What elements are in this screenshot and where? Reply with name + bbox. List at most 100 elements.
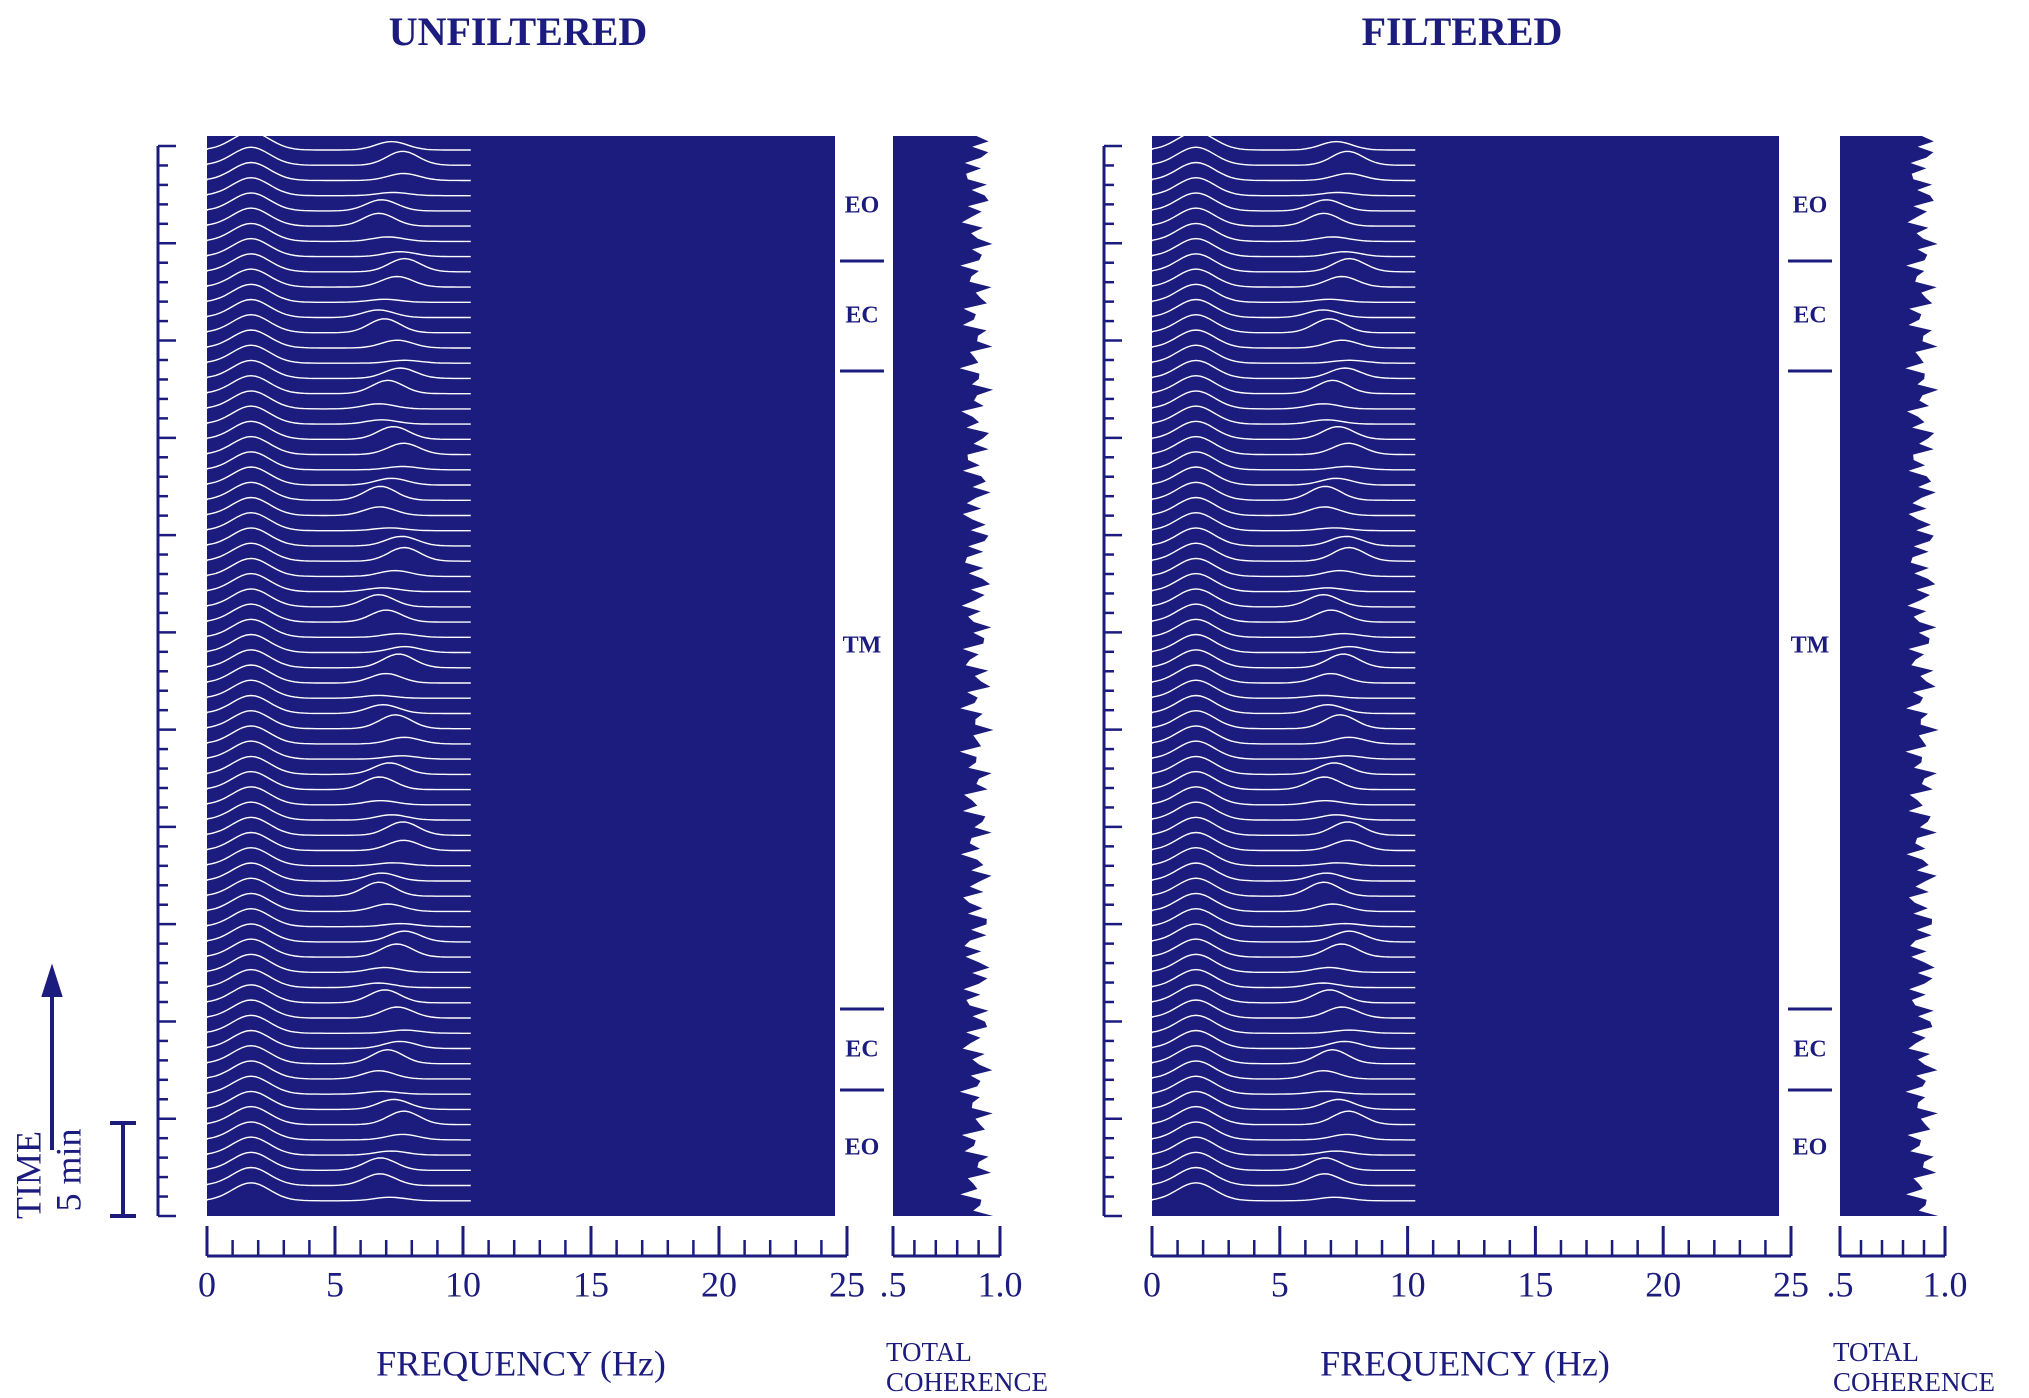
spectrum-trace <box>206 755 471 776</box>
spectrum-trace <box>1151 329 1416 349</box>
spectrum-trace <box>1151 283 1416 303</box>
x-tick-label: 25 <box>829 1264 865 1304</box>
panel-title: UNFILTERED <box>389 9 648 54</box>
spectrum-trace <box>206 161 471 182</box>
spectrum-trace <box>1151 694 1416 715</box>
spectrum-trace <box>206 892 471 913</box>
x-tick-label: 0 <box>1143 1264 1161 1304</box>
spectrum-trace <box>1151 344 1416 364</box>
spectrum-trace <box>1151 679 1416 699</box>
spectrum-trace <box>206 938 471 958</box>
segment-label: EC <box>1793 303 1826 329</box>
time-arrow-head <box>41 963 63 997</box>
segment-label: EO <box>845 1135 880 1161</box>
spectra-texture <box>1151 131 1416 1202</box>
segment-label: TM <box>843 633 882 659</box>
spectrum-trace <box>206 1136 471 1156</box>
coherence-tick-label: .5 <box>880 1264 907 1304</box>
x-tick-label: 15 <box>1517 1264 1553 1304</box>
x-tick-label: 20 <box>1645 1264 1681 1304</box>
spectrum-trace <box>1151 786 1416 806</box>
spectrum-trace <box>206 1182 471 1202</box>
spectrum-trace <box>206 1014 471 1034</box>
spectrum-trace <box>206 588 471 608</box>
coherence-label: COHERENCE <box>886 1367 1048 1397</box>
spectrum-trace <box>1151 953 1416 973</box>
spectrum-trace <box>1151 709 1416 730</box>
spectrum-trace <box>1151 1151 1416 1171</box>
spectra-field <box>207 136 835 1216</box>
spectrum-trace <box>1151 984 1416 1004</box>
spectrum-trace <box>206 1090 471 1111</box>
spectrum-trace <box>1151 1060 1416 1080</box>
spectra-texture <box>206 131 471 1202</box>
spectrum-trace <box>1151 831 1416 852</box>
x-tick-label: 5 <box>1271 1264 1289 1304</box>
spectrum-trace <box>206 679 471 699</box>
spectrum-trace <box>206 1105 471 1126</box>
spectrum-trace <box>206 664 471 684</box>
spectrum-trace <box>1151 481 1416 501</box>
spectrum-trace <box>206 313 471 334</box>
spectrum-trace <box>1151 740 1416 760</box>
x-tick-label: 25 <box>1773 1264 1809 1304</box>
spectrum-trace <box>1151 496 1416 517</box>
spectrum-trace <box>206 1121 471 1141</box>
coherence-tick-label: .5 <box>1827 1264 1854 1304</box>
spectrum-trace <box>1151 664 1416 684</box>
spectrum-trace <box>206 603 471 623</box>
spectrum-trace <box>206 253 471 273</box>
spectrum-trace <box>206 1075 471 1095</box>
spectrum-trace <box>1151 1044 1416 1065</box>
spectrum-trace <box>1151 846 1416 867</box>
spectrum-trace <box>206 557 471 578</box>
spectrum-trace <box>1151 405 1416 425</box>
spectrum-trace <box>206 801 471 821</box>
spectrum-trace <box>1151 649 1416 669</box>
spectrum-trace <box>206 481 471 501</box>
spectrum-trace <box>206 207 471 227</box>
spectrum-trace <box>1151 938 1416 958</box>
time-scale <box>41 963 136 1218</box>
x-tick-label: 15 <box>573 1264 609 1304</box>
spectrum-trace <box>206 984 471 1004</box>
coherence-label: TOTAL <box>1833 1337 1919 1367</box>
spectrum-trace <box>206 831 471 852</box>
spectrum-trace <box>1151 588 1416 608</box>
spectrum-trace <box>206 907 471 928</box>
spectrum-trace <box>206 390 471 410</box>
x-axis-label: FREQUENCY (Hz) <box>1320 1343 1610 1383</box>
spectrum-trace <box>206 694 471 715</box>
spectrum-trace <box>206 572 471 593</box>
spectrum-trace <box>206 359 471 380</box>
spectrum-trace <box>206 192 471 212</box>
spectrum-trace <box>206 862 471 882</box>
segment-label: TM <box>1791 633 1830 659</box>
x-tick-label: 20 <box>701 1264 737 1304</box>
spectrum-trace <box>206 999 471 1019</box>
spectrum-trace <box>1151 268 1416 288</box>
coherence-label: COHERENCE <box>1833 1367 1995 1397</box>
spectrum-trace <box>1151 161 1416 182</box>
spectrum-trace <box>1151 451 1416 471</box>
spectrum-trace <box>1151 1166 1416 1187</box>
spectrum-trace <box>206 923 471 943</box>
segment-label: EC <box>1793 1037 1826 1063</box>
spectrum-trace <box>206 496 471 517</box>
spectrum-trace <box>1151 466 1416 486</box>
spectrum-trace <box>1151 770 1416 791</box>
spectrum-trace <box>206 968 471 989</box>
spectrum-trace <box>206 816 471 836</box>
spectrum-trace <box>1151 313 1416 334</box>
spectrum-trace <box>1151 359 1416 380</box>
spectrum-trace <box>206 374 471 395</box>
spectrum-trace <box>1151 1014 1416 1034</box>
spectrum-trace <box>206 222 471 243</box>
segment-label: EO <box>845 193 880 219</box>
spectrum-trace <box>1151 923 1416 943</box>
panel-title: FILTERED <box>1362 9 1563 54</box>
spectrum-trace <box>1151 755 1416 776</box>
spectrum-trace <box>206 877 471 897</box>
coherence-label: TOTAL <box>886 1337 972 1367</box>
